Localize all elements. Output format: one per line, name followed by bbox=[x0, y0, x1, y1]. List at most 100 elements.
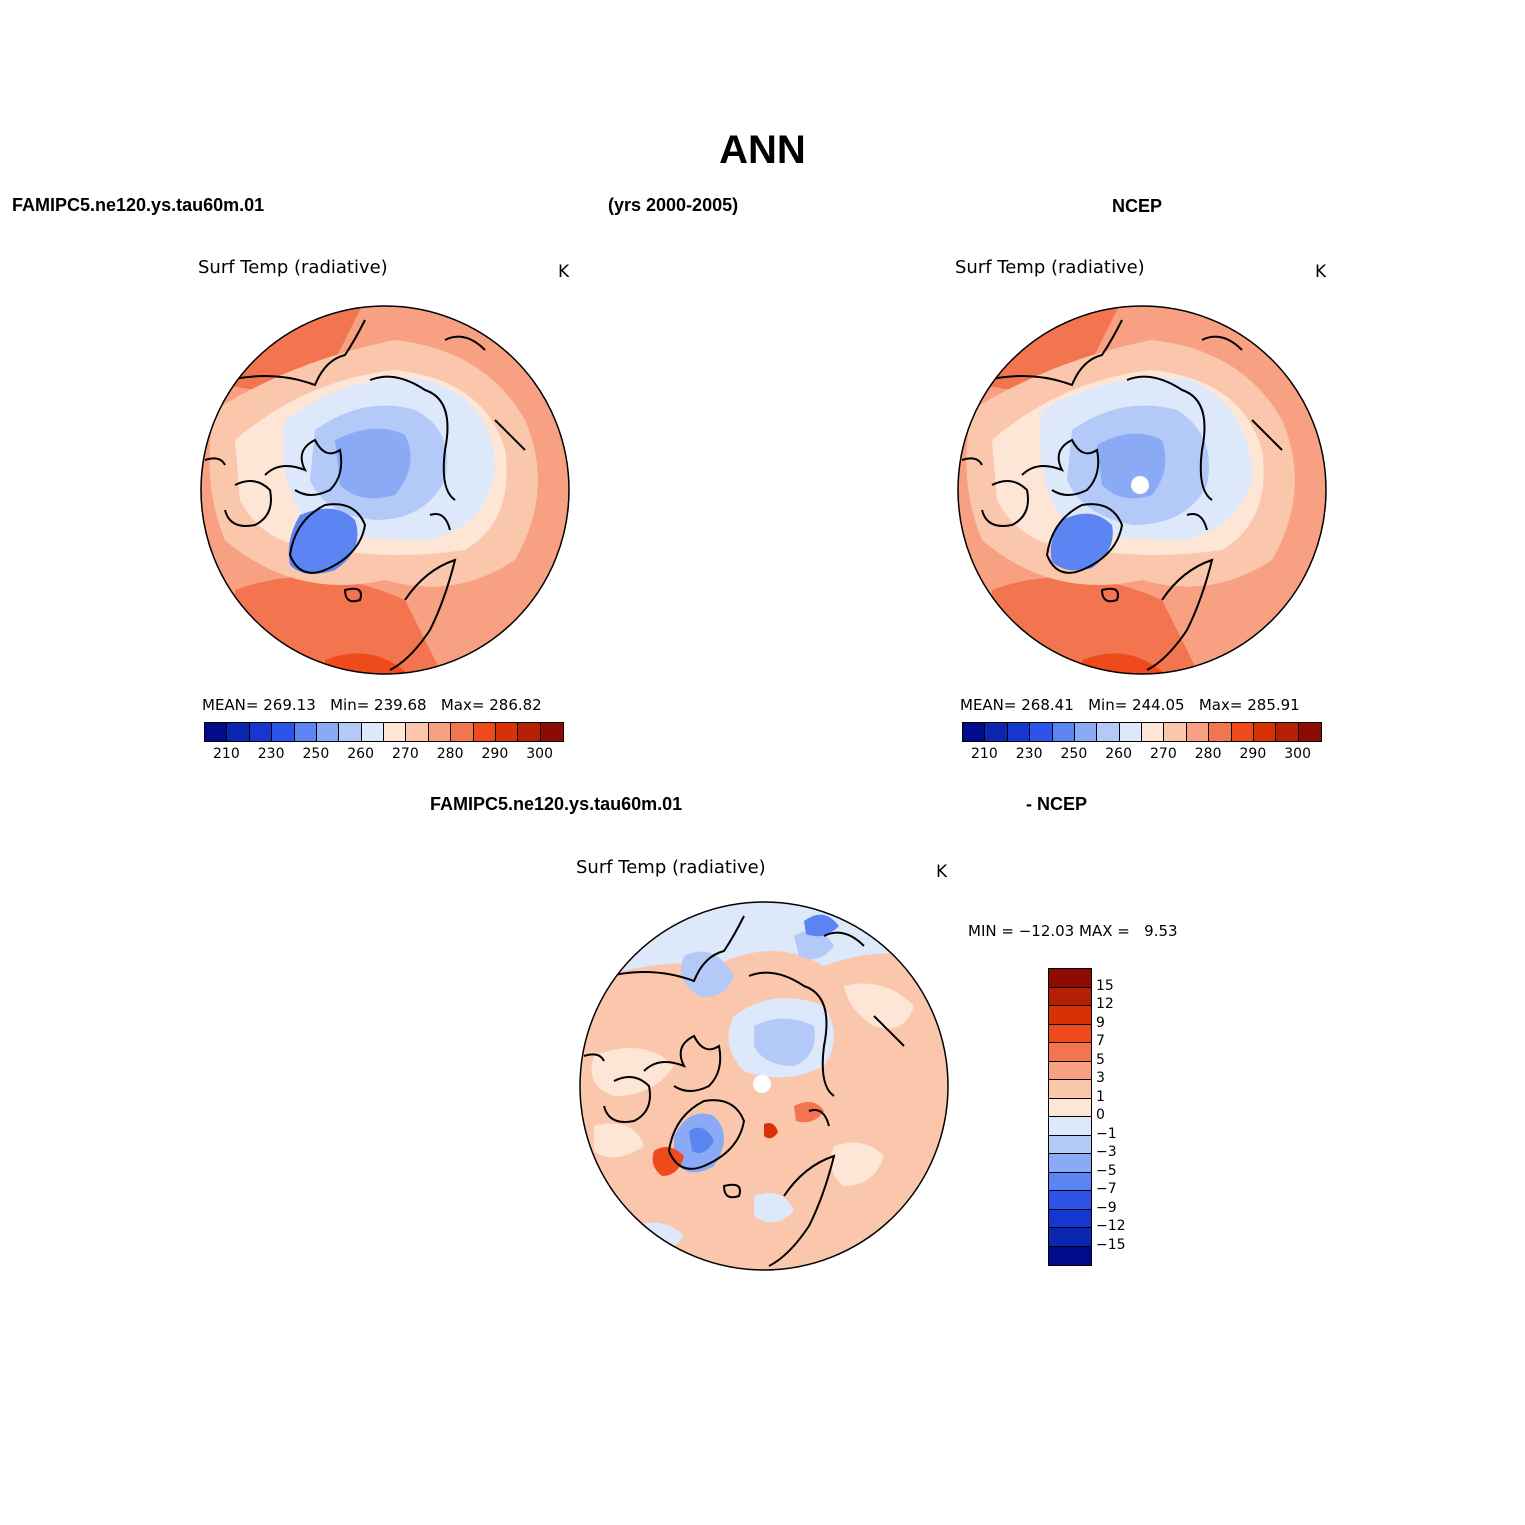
diff-units: K bbox=[936, 862, 948, 882]
obs-max-label: Max= bbox=[1198, 696, 1243, 714]
colorbar-swatch bbox=[1049, 1228, 1091, 1247]
colorbar-tick-label: −15 bbox=[1096, 1236, 1126, 1253]
diff-min-value: −12.03 bbox=[1018, 922, 1075, 940]
colorbar-swatch bbox=[1209, 723, 1232, 741]
obs-min-label: Min= bbox=[1088, 696, 1128, 714]
diff-variable-title: Surf Temp (radiative) bbox=[576, 857, 766, 878]
colorbar-tick-label: 210 bbox=[213, 746, 240, 762]
colorbar-tick-label: 250 bbox=[302, 746, 330, 762]
colorbar-tick-label: 3 bbox=[1096, 1070, 1105, 1086]
colorbar-swatch bbox=[272, 723, 295, 741]
colorbar-swatch bbox=[518, 723, 541, 741]
colorbar-swatch bbox=[1142, 723, 1165, 741]
colorbar-swatch bbox=[227, 723, 250, 741]
colorbar-tick-label: 270 bbox=[1150, 746, 1177, 762]
colorbar-swatch bbox=[294, 723, 317, 741]
colorbar-swatch bbox=[1049, 1024, 1091, 1043]
colorbar-tick-label: 280 bbox=[1194, 746, 1222, 762]
diff-max-label: MAX = bbox=[1079, 922, 1130, 940]
colorbar-swatch bbox=[1049, 987, 1091, 1006]
colorbar-swatch bbox=[1049, 1061, 1091, 1080]
colorbar-tick-label: −1 bbox=[1096, 1125, 1117, 1142]
obs-variable-title: Surf Temp (radiative) bbox=[955, 257, 1145, 278]
colorbar-tick-label: 1 bbox=[1096, 1088, 1105, 1105]
model-name-label: FAMIPC5.ne120.ys.tau60m.01 bbox=[12, 195, 265, 215]
colorbar-tick-label: −5 bbox=[1096, 1162, 1117, 1179]
colorbar-swatch bbox=[1298, 723, 1321, 741]
colorbar-swatch bbox=[1231, 723, 1254, 741]
obs-min-value: 244.05 bbox=[1132, 696, 1185, 714]
colorbar-swatch bbox=[1049, 969, 1091, 988]
colorbar-swatch bbox=[963, 723, 986, 741]
colorbar-swatch bbox=[1049, 1098, 1091, 1117]
colorbar-swatch bbox=[1164, 723, 1187, 741]
colorbar-tick-label: 290 bbox=[481, 746, 509, 762]
colorbar-swatch bbox=[1253, 723, 1277, 741]
colorbar-swatch bbox=[384, 723, 407, 741]
colorbar-tick-label: 210 bbox=[971, 746, 998, 762]
diff-stats: MIN = −12.03 MAX = 9.53 bbox=[968, 922, 1178, 940]
model-colorbar bbox=[204, 722, 564, 742]
obs-stats: MEAN= 268.41 Min= 244.05 Max= 285.91 bbox=[960, 696, 1300, 714]
colorbar-tick-label: 280 bbox=[436, 746, 464, 762]
colorbar-swatch bbox=[1049, 1117, 1091, 1136]
colorbar-tick-label: 230 bbox=[1015, 746, 1043, 762]
colorbar-tick-label: 260 bbox=[1105, 746, 1132, 762]
model-min-value: 239.68 bbox=[374, 696, 427, 714]
obs-name-label: NCEP bbox=[1112, 196, 1163, 216]
colorbar-swatch bbox=[540, 723, 563, 741]
colorbar-tick-label: 12 bbox=[1096, 996, 1114, 1012]
colorbar-swatch bbox=[1049, 1080, 1091, 1099]
colorbar-tick-label: −3 bbox=[1096, 1144, 1117, 1160]
colorbar-tick-label: 250 bbox=[1060, 746, 1088, 762]
colorbar-swatch bbox=[428, 723, 452, 741]
colorbar-swatch bbox=[1276, 723, 1299, 741]
model-mean-value: 269.13 bbox=[263, 696, 316, 714]
model-mean-label: MEAN= bbox=[202, 696, 259, 714]
colorbar-swatch bbox=[1049, 1191, 1091, 1210]
colorbar-swatch bbox=[1007, 723, 1031, 741]
colorbar-swatch bbox=[1049, 1135, 1091, 1154]
obs-units: K bbox=[1315, 262, 1327, 282]
colorbar-swatch bbox=[1049, 1006, 1091, 1025]
colorbar-swatch bbox=[361, 723, 384, 741]
obs-colorbar bbox=[962, 722, 1322, 742]
colorbar-swatch bbox=[249, 723, 273, 741]
colorbar-tick-label: −7 bbox=[1096, 1181, 1117, 1197]
colorbar-tick-label: 5 bbox=[1096, 1051, 1105, 1068]
obs-max-value: 285.91 bbox=[1247, 696, 1300, 714]
colorbar-swatch bbox=[339, 723, 362, 741]
colorbar-swatch bbox=[1097, 723, 1120, 741]
colorbar-tick-label: 15 bbox=[1096, 977, 1114, 994]
diff-max-value: 9.53 bbox=[1144, 922, 1178, 940]
obs-mean-label: MEAN= bbox=[960, 696, 1017, 714]
diff-min-label: MIN = bbox=[968, 922, 1014, 940]
model-variable-title: Surf Temp (radiative) bbox=[198, 257, 388, 278]
model-units: K bbox=[558, 262, 570, 282]
colorbar-swatch bbox=[1049, 1172, 1091, 1191]
colorbar-tick-label: −9 bbox=[1096, 1199, 1117, 1216]
colorbar-swatch bbox=[1049, 1043, 1091, 1062]
colorbar-swatch bbox=[495, 723, 519, 741]
colorbar-swatch bbox=[1049, 1209, 1091, 1228]
diff-left-label: FAMIPC5.ne120.ys.tau60m.01 bbox=[430, 794, 683, 814]
colorbar-tick-label: 270 bbox=[392, 746, 419, 762]
colorbar-swatch bbox=[205, 723, 228, 741]
model-max-label: Max= bbox=[440, 696, 485, 714]
colorbar-swatch bbox=[406, 723, 429, 741]
diff-colorbar bbox=[1048, 968, 1092, 1266]
colorbar-swatch bbox=[1119, 723, 1142, 741]
colorbar-tick-label: 300 bbox=[1284, 746, 1311, 762]
colorbar-tick-label: 7 bbox=[1096, 1033, 1105, 1049]
obs-mean-value: 268.41 bbox=[1021, 696, 1074, 714]
obs-polar-map bbox=[957, 305, 1327, 675]
page-title: ANN bbox=[719, 128, 806, 172]
diff-right-label: - NCEP bbox=[1026, 794, 1088, 814]
colorbar-swatch bbox=[1049, 1154, 1091, 1173]
colorbar-tick-label: −12 bbox=[1096, 1218, 1126, 1234]
colorbar-tick-label: 290 bbox=[1239, 746, 1267, 762]
colorbar-swatch bbox=[1052, 723, 1075, 741]
colorbar-tick-label: 0 bbox=[1096, 1107, 1105, 1123]
years-label: (yrs 2000-2005) bbox=[608, 195, 739, 215]
colorbar-tick-label: 300 bbox=[526, 746, 553, 762]
